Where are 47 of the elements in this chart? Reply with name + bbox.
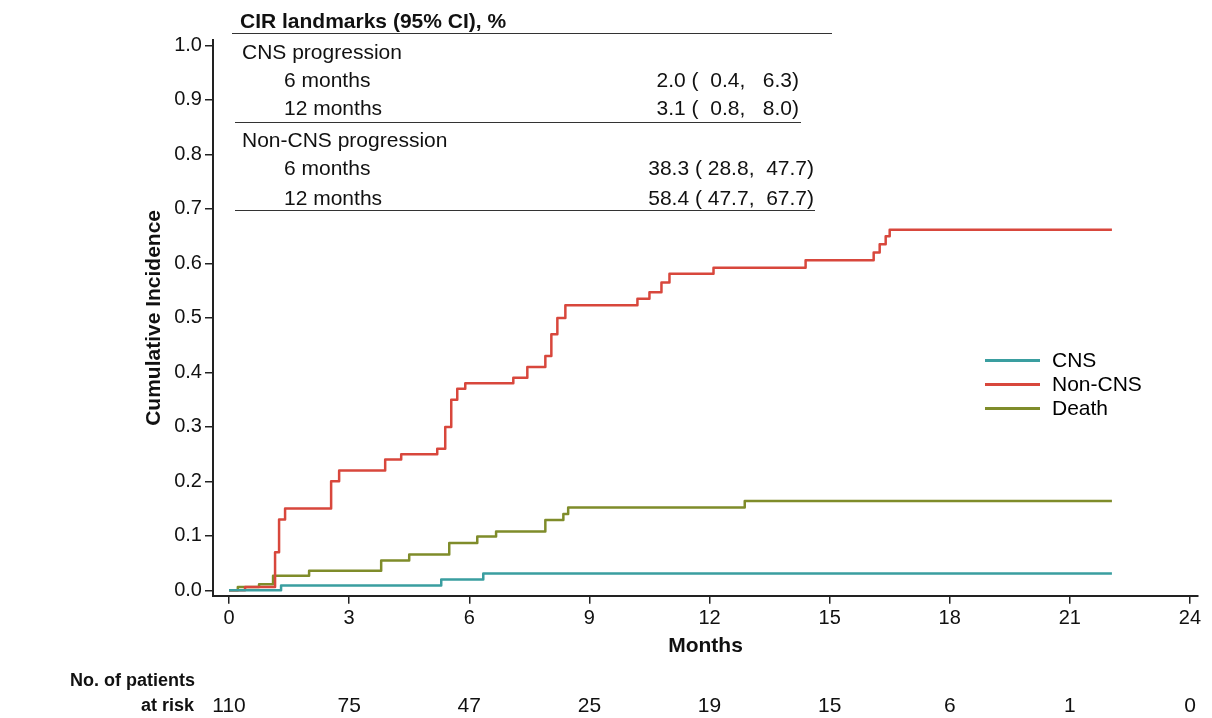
y-tick-label: 0.4 [174,359,202,382]
annotation: 38.3 ( 28.8, 47.7) [648,156,814,179]
annotation: 6 months [284,68,371,91]
annotation: 12 months [284,186,383,209]
annotation: 58.4 ( 47.7, 67.7) [648,186,814,209]
x-tick-label: 0 [223,606,235,629]
text: 25 [577,692,602,716]
text: 15 [817,692,842,716]
text: No. of patients [70,669,195,690]
annotation: 2.0 ( 0.4, 6.3) [656,68,799,91]
x-tick-label: 18 [938,606,961,629]
y-tick-label: 1.0 [174,32,202,55]
text: 6 [943,692,956,716]
x-tick-label: 3 [343,606,355,629]
x-tick-label: 21 [1058,606,1081,629]
y-tick-label: 0.1 [174,523,202,546]
annotation: 3.1 ( 0.8, 8.0) [656,96,799,119]
annotation: 12 months [284,96,383,119]
annotation: 6 months [284,156,371,179]
y-tick-label: 0.5 [174,305,202,328]
x-tick-label: 6 [463,606,475,629]
legend-label: CNS [1052,348,1097,372]
y-tick-label: 0.6 [174,250,202,273]
y-axis-title: Cumulative Incidence [141,209,165,426]
text: CIR landmarks (95% CI), % [240,9,507,32]
text: 19 [697,692,722,716]
text: 75 [337,692,361,716]
annotation: CNS progression [242,40,402,63]
y-tick-label: 0.7 [174,196,202,219]
text: 0 [1184,692,1196,716]
annotation: Non-CNS progression [242,128,448,151]
text: 47 [457,692,481,716]
x-tick-label: 9 [583,606,595,629]
y-tick-label: 0.2 [174,468,202,491]
legend-label: Death [1052,396,1109,420]
text: 110 [212,692,246,716]
x-tick-label: 12 [698,606,721,629]
y-tick-label: 0.3 [174,414,202,437]
text: at risk [140,694,195,715]
text: 1 [1064,692,1076,716]
x-axis-title: Months [668,633,743,657]
y-tick-label: 0.8 [174,141,202,164]
x-tick-label: 15 [818,606,841,629]
y-tick-label: 0.0 [174,577,202,600]
legend-label: Non-CNS [1052,372,1142,396]
x-tick-label: 24 [1178,606,1202,629]
y-tick-label: 0.9 [174,87,202,110]
